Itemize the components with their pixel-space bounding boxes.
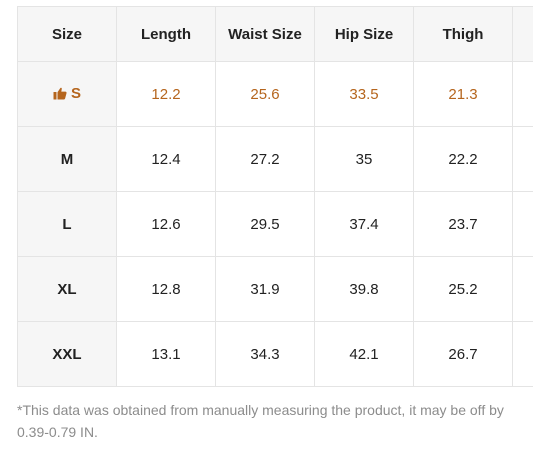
extra-cell	[512, 191, 533, 257]
hip-size-cell: 39.8	[314, 256, 414, 322]
extra-cell	[512, 256, 533, 322]
table-row-s: S 12.2 25.6 33.5 21.3	[17, 61, 533, 127]
measurement-disclaimer: *This data was obtained from manually me…	[17, 402, 504, 440]
extra-cell	[512, 61, 533, 127]
header-row: Size Length Waist Size Hip Size Thigh	[17, 6, 533, 62]
thigh-cell: 25.2	[413, 256, 513, 322]
waist-size-cell: 31.9	[215, 256, 315, 322]
header-size: Size	[17, 6, 117, 62]
header-extra	[512, 6, 533, 62]
waist-size-cell: 25.6	[215, 61, 315, 127]
thumbs-up-icon	[53, 87, 67, 104]
length-cell: 12.8	[116, 256, 216, 322]
hip-size-cell: 35	[314, 126, 414, 192]
thigh-cell: 26.7	[413, 321, 513, 387]
length-cell: 13.1	[116, 321, 216, 387]
size-cell: M	[17, 126, 117, 192]
extra-cell	[512, 126, 533, 192]
hip-size-cell: 37.4	[314, 191, 414, 257]
size-chart-table: Size Length Waist Size Hip Size Thigh S	[17, 6, 533, 387]
length-cell: 12.6	[116, 191, 216, 257]
thigh-cell: 21.3	[413, 61, 513, 127]
size-cell: XXL	[17, 321, 117, 387]
table-row-m: M 12.4 27.2 35 22.2	[17, 126, 533, 192]
waist-size-cell: 34.3	[215, 321, 315, 387]
waist-size-cell: 29.5	[215, 191, 315, 257]
extra-cell	[512, 321, 533, 387]
table-row-xl: XL 12.8 31.9 39.8 25.2	[17, 256, 533, 322]
hip-size-cell: 42.1	[314, 321, 414, 387]
length-cell: 12.4	[116, 126, 216, 192]
thigh-cell: 23.7	[413, 191, 513, 257]
table-row-l: L 12.6 29.5 37.4 23.7	[17, 191, 533, 257]
header-waist-size: Waist Size	[215, 6, 315, 62]
size-cell: L	[17, 191, 117, 257]
waist-size-cell: 27.2	[215, 126, 315, 192]
size-chart-container: Size Length Waist Size Hip Size Thigh S	[17, 6, 533, 387]
size-label: S	[70, 84, 81, 102]
size-cell: XL	[17, 256, 117, 322]
thigh-cell: 22.2	[413, 126, 513, 192]
header-thigh: Thigh	[413, 6, 513, 62]
length-cell: 12.2	[116, 61, 216, 127]
header-hip-size: Hip Size	[314, 6, 414, 62]
hip-size-cell: 33.5	[314, 61, 414, 127]
table-row-xxl: XXL 13.1 34.3 42.1 26.7	[17, 321, 533, 387]
size-cell: S	[17, 61, 117, 127]
header-length: Length	[116, 6, 216, 62]
